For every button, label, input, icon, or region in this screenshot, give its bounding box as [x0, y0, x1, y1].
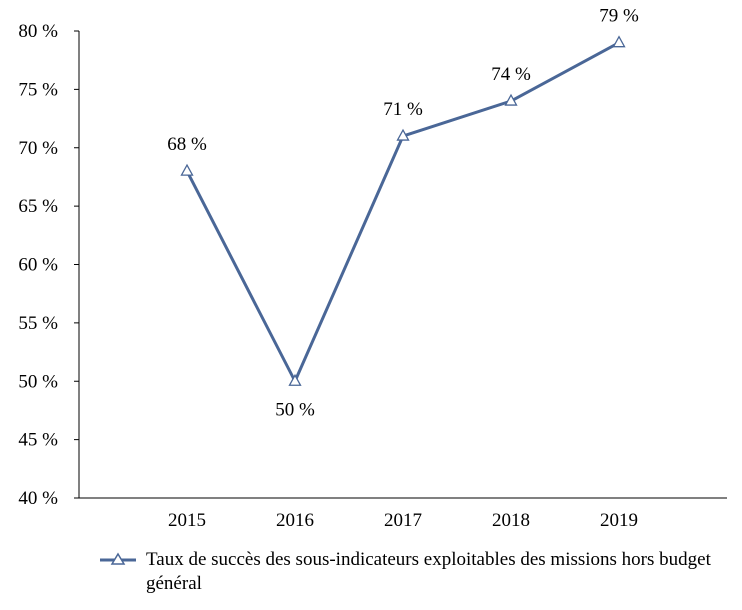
- data-point-marker: [612, 35, 626, 48]
- data-point-marker: [180, 163, 194, 176]
- x-tick-label: 2019: [600, 510, 638, 531]
- y-tick-label: 65 %: [18, 196, 58, 217]
- data-label: 68 %: [167, 134, 207, 155]
- x-tick-label: 2016: [276, 510, 314, 531]
- y-tick-label: 70 %: [18, 138, 58, 159]
- y-tick-label: 60 %: [18, 255, 58, 276]
- data-label: 74 %: [491, 64, 531, 85]
- legend: Taux de succès des sous-indicateurs expl…: [100, 548, 736, 596]
- y-tick-label: 55 %: [18, 313, 58, 334]
- y-tick-label: 75 %: [18, 79, 58, 100]
- data-point-marker: [288, 373, 302, 386]
- data-label: 50 %: [275, 399, 315, 420]
- series-line: [185, 41, 620, 383]
- legend-marker-icon: [100, 552, 136, 565]
- data-point-marker: [396, 128, 410, 141]
- data-point-marker: [504, 93, 518, 106]
- y-tick-label: 45 %: [18, 430, 58, 451]
- x-tick-label: 2015: [168, 510, 206, 531]
- y-tick-label: 50 %: [18, 371, 58, 392]
- legend-label: Taux de succès des sous-indicateurs expl…: [146, 549, 711, 594]
- x-tick-label: 2017: [384, 510, 422, 531]
- y-tick-label: 40 %: [18, 488, 58, 509]
- y-tick-label: 80 %: [18, 21, 58, 42]
- data-label: 71 %: [383, 99, 423, 120]
- x-tick-label: 2018: [492, 510, 530, 531]
- data-label: 79 %: [599, 6, 639, 27]
